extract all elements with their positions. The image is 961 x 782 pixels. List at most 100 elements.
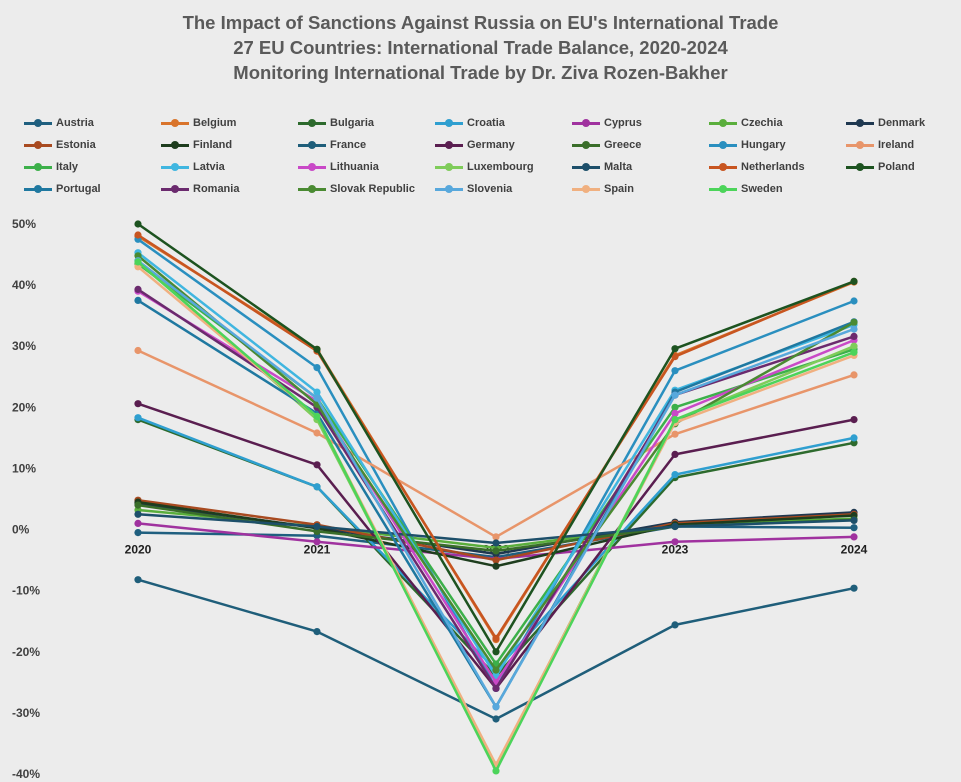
legend-swatch [709, 184, 737, 194]
data-point [313, 412, 321, 421]
data-point [671, 450, 679, 458]
legend-label: Spain [604, 183, 634, 195]
series-malta [134, 510, 858, 547]
legend-item: Italy [24, 158, 161, 176]
data-point [671, 345, 679, 353]
data-point [134, 400, 142, 408]
x-tick-label: 2024 [841, 543, 868, 557]
y-tick-label: 0% [12, 523, 30, 537]
data-point [850, 277, 858, 285]
data-point [671, 403, 679, 411]
legend-swatch [298, 162, 326, 172]
legend-item: Croatia [435, 114, 572, 132]
legend-item: France [298, 136, 435, 154]
legend-item: Greece [572, 136, 709, 154]
data-point [492, 634, 500, 642]
data-point [313, 345, 321, 353]
data-point [313, 461, 321, 469]
chart-subtitle: 27 EU Countries: International Trade Bal… [233, 37, 728, 58]
legend-label: Sweden [741, 183, 783, 195]
legend-swatch [709, 118, 737, 128]
legend-item: Luxembourg [435, 158, 572, 176]
data-point [134, 519, 142, 528]
data-point [492, 715, 500, 723]
legend-label: Latvia [193, 161, 225, 173]
legend-swatch [572, 162, 600, 172]
legend-label: Hungary [741, 139, 786, 151]
y-tick-label: 30% [12, 339, 36, 353]
legend-swatch [435, 184, 463, 194]
data-point [313, 483, 321, 491]
data-point [850, 348, 858, 356]
legend-label: Cyprus [604, 117, 642, 129]
legend-item: Germany [435, 136, 572, 154]
data-point [492, 666, 500, 674]
data-point [313, 388, 321, 396]
y-tick-label: -30% [12, 706, 40, 720]
legend-item: Slovak Republic [298, 180, 435, 198]
x-tick-label: 2021 [304, 543, 331, 557]
data-point [850, 342, 858, 350]
data-point [850, 318, 858, 326]
x-tick-label: 2023 [662, 543, 689, 557]
series-france [134, 576, 858, 723]
legend-label: Belgium [193, 117, 237, 129]
data-point [134, 285, 142, 293]
data-point [492, 648, 500, 656]
legend-item: Romania [161, 180, 298, 198]
legend-item: Finland [161, 136, 298, 154]
legend-label: Malta [604, 161, 633, 173]
legend-item: Cyprus [572, 114, 709, 132]
data-point [134, 258, 142, 266]
series-line [137, 349, 855, 539]
legend-label: Finland [193, 139, 233, 151]
data-point [671, 353, 679, 361]
y-tick-label: -10% [12, 584, 40, 598]
data-point [671, 367, 679, 375]
legend-item: Netherlands [709, 158, 846, 176]
legend-swatch [161, 118, 189, 128]
legend-item: Latvia [161, 158, 298, 176]
series-line [137, 288, 855, 690]
data-point [671, 471, 679, 479]
legend-item: Poland [846, 158, 961, 176]
data-point [492, 547, 500, 555]
legend-swatch [298, 118, 326, 128]
legend-swatch [161, 162, 189, 172]
legend-item: Lithuania [298, 158, 435, 176]
data-point [850, 325, 858, 333]
legend-swatch [298, 184, 326, 194]
legend-label: Lithuania [330, 161, 379, 173]
legend-label: Netherlands [741, 161, 805, 173]
data-point [134, 220, 142, 228]
legend-label: Luxembourg [467, 161, 534, 173]
legend-label: Croatia [467, 117, 505, 129]
data-point [134, 296, 142, 304]
legend-item: Malta [572, 158, 709, 176]
legend-item: Ireland [846, 136, 961, 154]
data-point [492, 703, 500, 711]
legend-swatch [709, 162, 737, 172]
series-line [137, 290, 855, 684]
data-point [492, 684, 500, 693]
legend-swatch [572, 140, 600, 150]
legend-swatch [24, 140, 52, 150]
legend-swatch [24, 162, 52, 172]
data-point [313, 364, 321, 372]
series-belgium [134, 232, 858, 644]
legend-swatch [572, 184, 600, 194]
series-line [137, 260, 855, 773]
legend-label: Portugal [56, 183, 101, 195]
series-ireland [134, 346, 858, 541]
legend-swatch [846, 118, 874, 128]
data-point [492, 539, 500, 547]
data-point [313, 394, 321, 402]
legend-label: Poland [878, 161, 915, 173]
data-point [850, 332, 858, 340]
data-point [671, 416, 679, 424]
y-tick-label: -40% [12, 767, 40, 781]
legend-item: Bulgaria [298, 114, 435, 132]
y-tick-label: 40% [12, 278, 36, 292]
y-tick-label: 20% [12, 400, 36, 414]
